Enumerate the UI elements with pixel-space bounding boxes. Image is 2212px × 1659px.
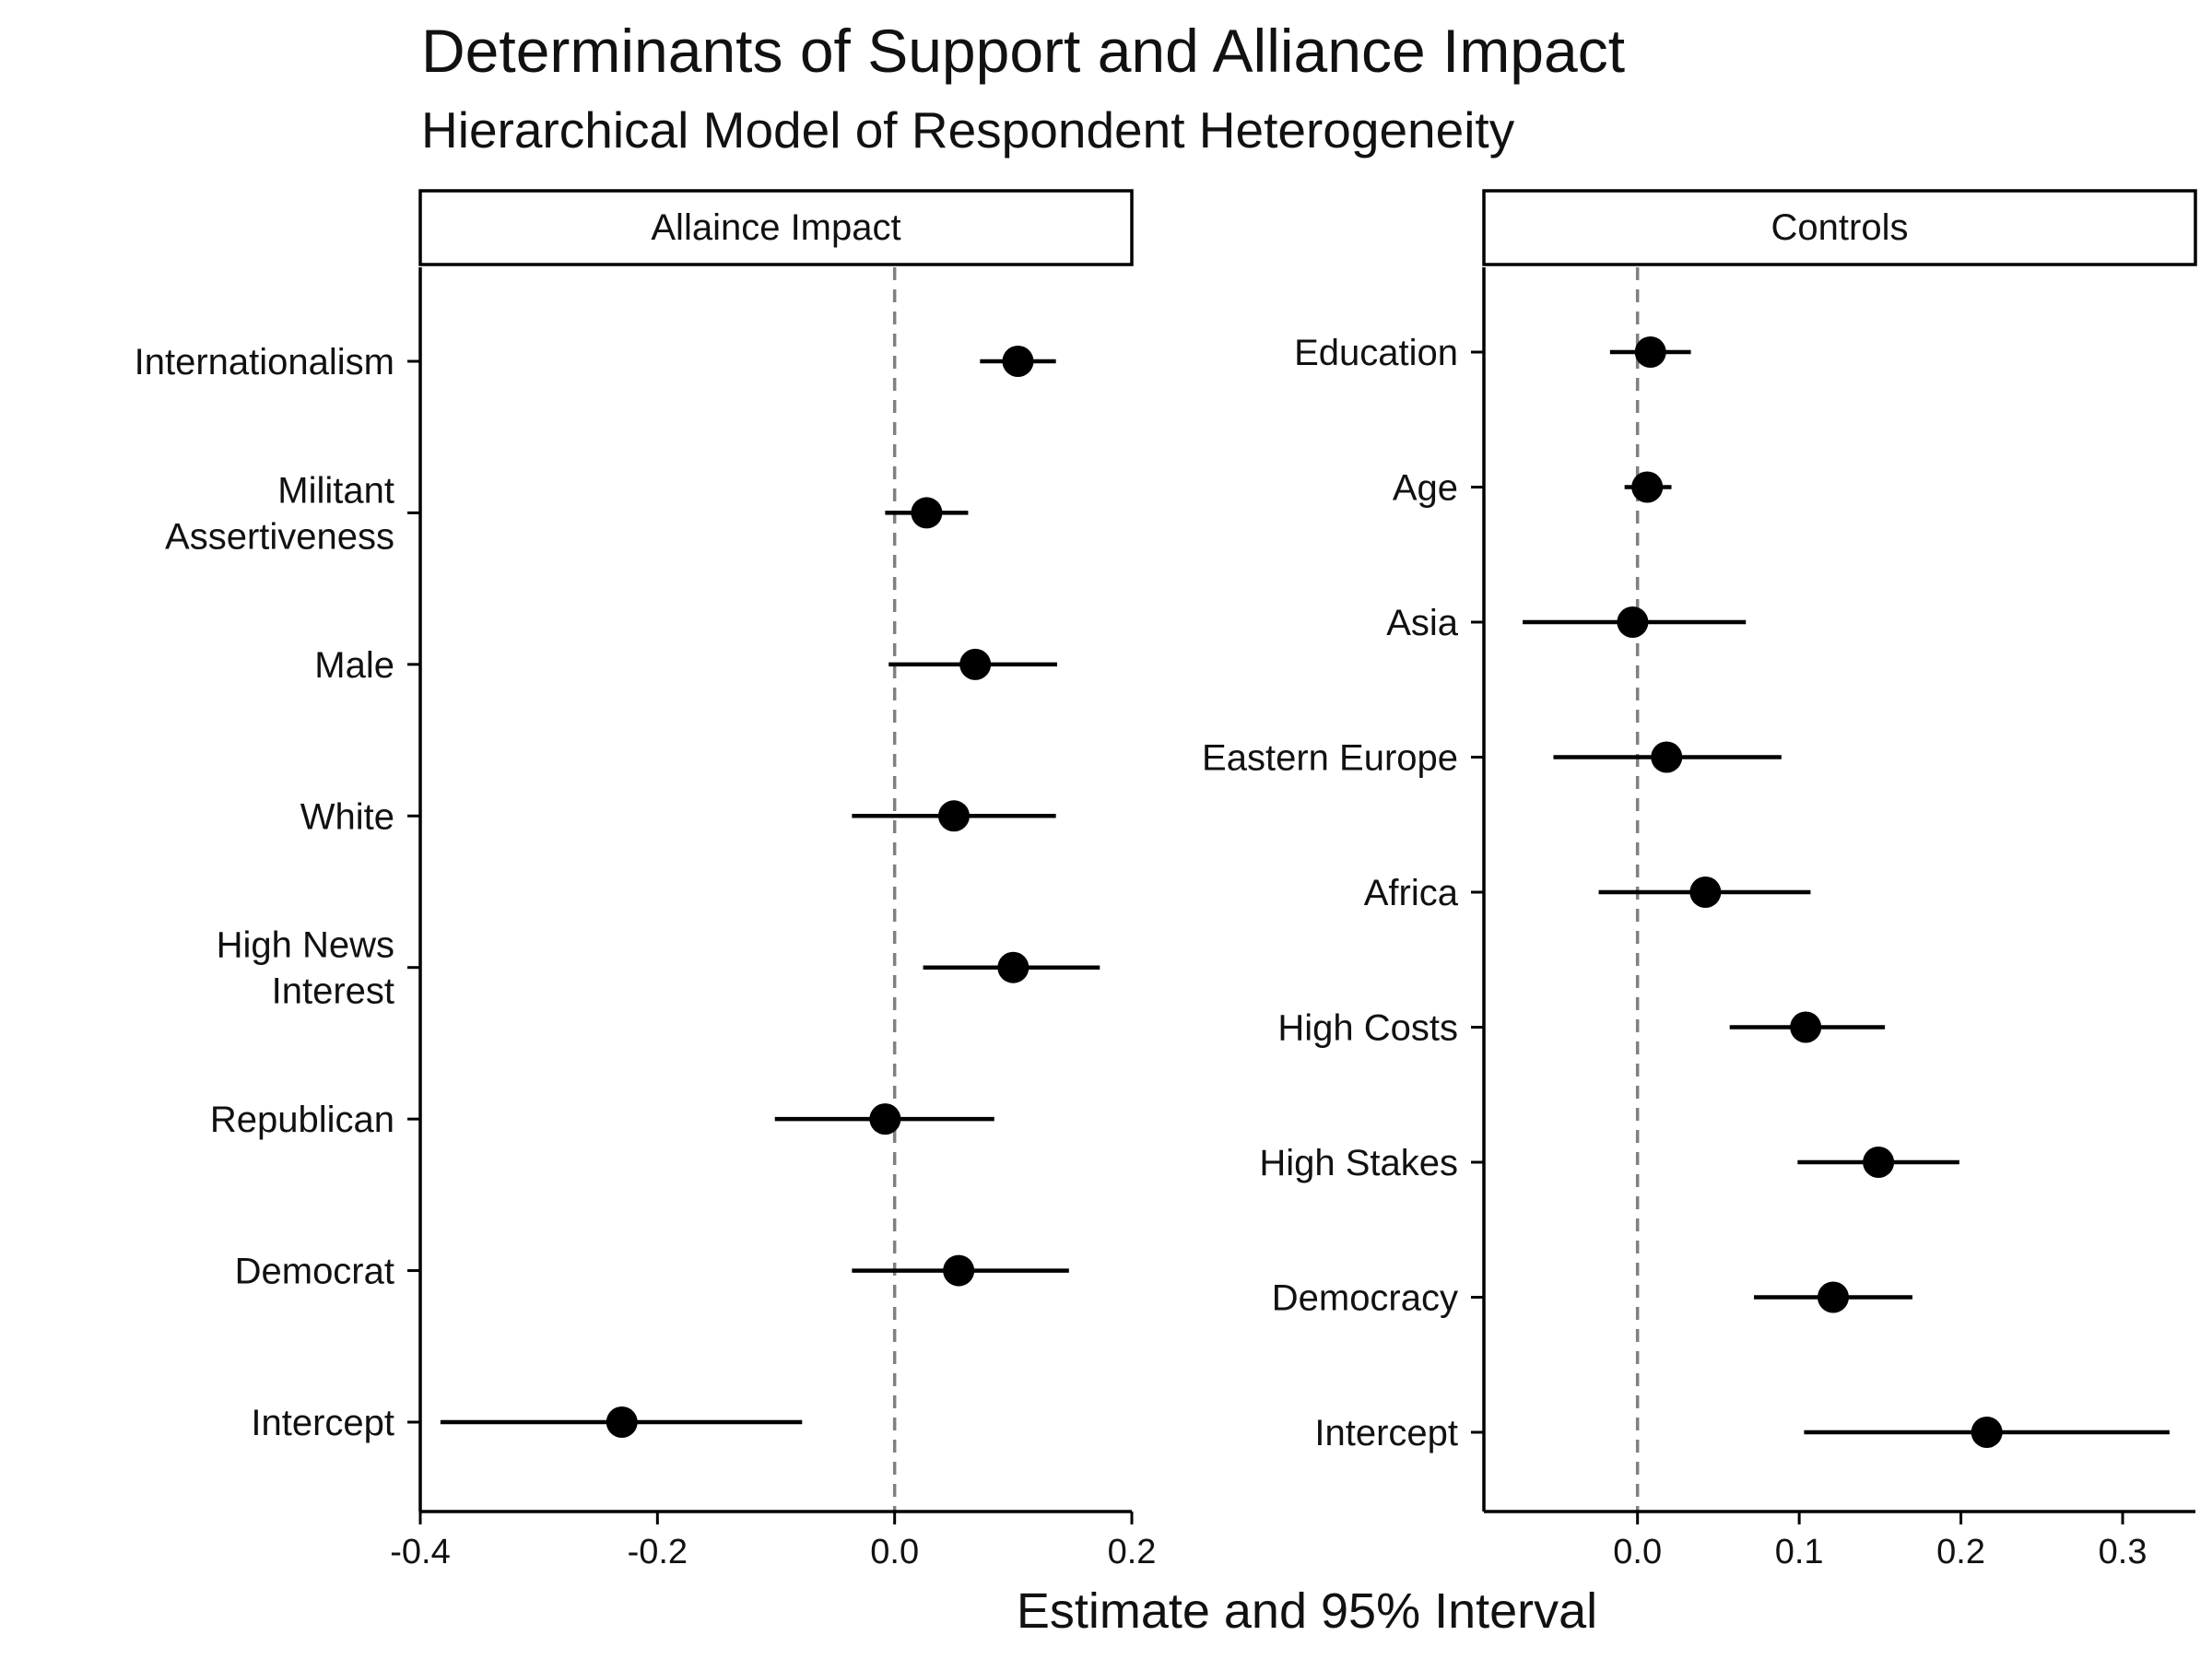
y-tick-label-africa: Africa xyxy=(1364,873,1459,913)
y-tick-label-education: Education xyxy=(1294,333,1458,373)
point-high-costs xyxy=(1790,1011,1822,1043)
y-tick-label-republican: Republican xyxy=(210,1100,394,1140)
x-tick-label: 0.0 xyxy=(870,1533,919,1571)
y-tick-label-democracy: Democracy xyxy=(1272,1278,1458,1319)
x-tick-label: 0.1 xyxy=(1775,1533,1824,1571)
y-tick-label-intercept: Intercept xyxy=(251,1403,394,1443)
chart-subtitle: Hierarchical Model of Respondent Heterog… xyxy=(421,101,1515,159)
point-male xyxy=(959,648,992,680)
y-tick-label-intercept: Intercept xyxy=(1314,1413,1458,1453)
point-age xyxy=(1631,471,1664,503)
y-tick-label-high-stakes: High Stakes xyxy=(1259,1143,1458,1183)
chart-title: Determinants of Support and Alliance Imp… xyxy=(421,17,1625,85)
point-white xyxy=(938,800,970,832)
y-tick-label-eastern-europe: Eastern Europe xyxy=(1202,738,1458,779)
x-tick-label: 0.2 xyxy=(1936,1533,1985,1571)
point-internationalism xyxy=(1002,346,1034,377)
panel-allaince-impact: Allaince Impact -0.4 -0.2 0.0 0.2 Internation… xyxy=(135,189,1157,1571)
y-tick-label-asia: Asia xyxy=(1386,603,1459,643)
x-axis-label: Estimate and 95% Interval xyxy=(1017,1583,1597,1639)
point-high-stakes xyxy=(1863,1147,1895,1178)
x-tick-label: -0.2 xyxy=(628,1533,688,1571)
y-tick-label-white: White xyxy=(300,796,394,837)
panel-strip xyxy=(418,189,1134,266)
y-tick-label-democrat: Democrat xyxy=(235,1252,394,1292)
point-democrat xyxy=(943,1254,975,1287)
x-tick-label: -0.4 xyxy=(390,1533,450,1571)
y-tick-label-militant-assertiveness: Militant xyxy=(277,470,394,511)
y-tick-label-high-news-interest: High News xyxy=(217,925,394,966)
panel-strip-label: Controls xyxy=(1771,207,1909,248)
point-asia xyxy=(1617,606,1649,638)
y-tick-label-age: Age xyxy=(1393,468,1458,509)
point-intercept xyxy=(1971,1417,2003,1448)
point-eastern-europe xyxy=(1651,741,1683,773)
panel-controls: Controls 0.0 0.1 0.2 0.3 Education Age Asia East… xyxy=(1202,189,2197,1571)
y-tick-label-high-news-interest: Interest xyxy=(272,971,394,1012)
facet-panels: Allaince Impact -0.4 -0.2 0.0 0.2 Internation… xyxy=(135,189,2197,1571)
point-democracy xyxy=(1817,1281,1849,1313)
y-tick-label-militant-assertiveness: Assertiveness xyxy=(165,516,394,557)
x-tick-label: 0.0 xyxy=(1613,1533,1662,1571)
x-tick-label: 0.3 xyxy=(2099,1533,2147,1571)
y-tick-label-internationalism: Internationalism xyxy=(135,342,394,382)
point-education xyxy=(1634,336,1666,368)
point-high-news-interest xyxy=(997,951,1030,983)
point-militant-assertiveness xyxy=(911,497,943,529)
point-republican xyxy=(869,1103,901,1135)
y-tick-label-male: Male xyxy=(314,645,394,686)
point-intercept xyxy=(606,1406,638,1438)
y-tick-label-high-costs: High Costs xyxy=(1277,1008,1458,1049)
panel-strip-label: Allaince Impact xyxy=(651,207,900,248)
point-africa xyxy=(1689,877,1722,908)
panel-strip xyxy=(1482,189,2197,266)
x-tick-label: 0.2 xyxy=(1108,1533,1157,1571)
